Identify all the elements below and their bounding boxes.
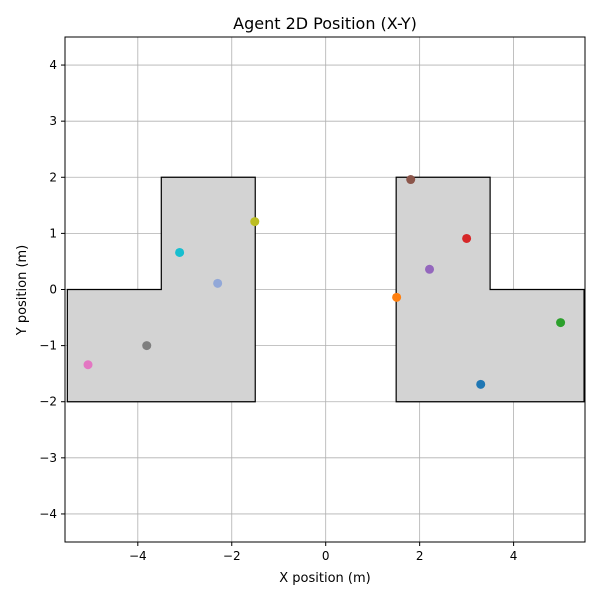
x-tick-label: 4: [510, 549, 518, 563]
x-tick-label: 2: [416, 549, 424, 563]
agent-point: [213, 278, 223, 288]
obstacle-polygon: [66, 176, 256, 403]
agent-point: [462, 233, 472, 243]
agent-point: [556, 318, 566, 328]
x-axis-label: X position (m): [279, 571, 370, 586]
agent-point: [476, 379, 486, 389]
y-tick-label: 2: [49, 170, 57, 184]
agent-point: [425, 264, 435, 274]
y-axis-label: Y position (m): [15, 245, 30, 337]
y-tick-label: −4: [39, 507, 57, 521]
y-tick-label: 4: [49, 58, 57, 72]
obstacle-polygon: [395, 176, 585, 403]
agent-point: [83, 360, 93, 370]
x-tick-label: −2: [223, 549, 241, 563]
agent-point: [142, 341, 152, 351]
y-tick-label: −2: [39, 395, 57, 409]
ticks: −4 −2 0 2 4 −4 −3 −2 −1 0 1 2 3 4: [39, 58, 517, 563]
x-tick-label: −4: [129, 549, 147, 563]
obstacles: [66, 176, 585, 403]
y-tick-label: 0: [49, 283, 57, 297]
y-tick-label: 3: [49, 114, 57, 128]
y-tick-label: 1: [49, 226, 57, 240]
y-tick-label: −3: [39, 451, 57, 465]
y-tick-label: −1: [39, 339, 57, 353]
agent-point: [406, 175, 416, 185]
agent-point: [250, 217, 260, 227]
points: [83, 175, 566, 389]
agent-point: [175, 247, 185, 257]
agent-point: [392, 292, 402, 302]
chart-title: Agent 2D Position (X-Y): [233, 14, 417, 33]
x-tick-label: 0: [322, 549, 330, 563]
